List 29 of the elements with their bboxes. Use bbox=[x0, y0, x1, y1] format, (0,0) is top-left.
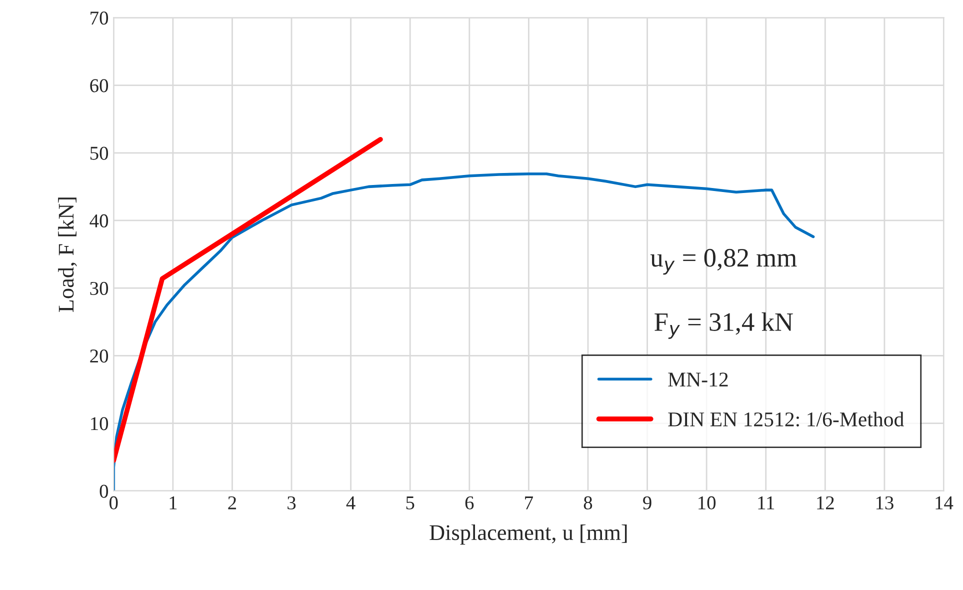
x-tick-label: 9 bbox=[643, 496, 652, 510]
x-tick-label: 12 bbox=[817, 496, 834, 510]
annotation: u$_{y}$ = 0,82 mm bbox=[650, 248, 797, 275]
x-tick-label: 3 bbox=[288, 496, 296, 510]
x-tick-label: 5 bbox=[406, 496, 414, 510]
y-tick-label: 0 bbox=[100, 484, 108, 498]
y-tick-label: 50 bbox=[90, 146, 108, 160]
y-axis-title: Load, F [kN] bbox=[58, 198, 77, 312]
x-tick-label: 13 bbox=[876, 496, 894, 510]
y-tick-label: 20 bbox=[90, 350, 108, 363]
y-tick-label: 60 bbox=[90, 79, 108, 92]
x-tick-label: 11 bbox=[758, 496, 774, 510]
legend-label: MN-12 bbox=[668, 372, 728, 386]
y-tick-label: 30 bbox=[90, 282, 108, 296]
x-tick-label: 0 bbox=[110, 496, 118, 510]
x-tick-label: 1 bbox=[170, 496, 177, 510]
x-tick-label: 6 bbox=[465, 496, 474, 510]
y-tick-label: 10 bbox=[91, 417, 108, 430]
x-tick-label: 8 bbox=[584, 496, 592, 510]
x-tick-label: 14 bbox=[936, 496, 954, 510]
x-tick-label: 7 bbox=[525, 496, 533, 510]
y-tick-label: 40 bbox=[90, 214, 108, 228]
y-tick-label: 70 bbox=[90, 12, 108, 25]
x-tick-label: 2 bbox=[228, 496, 236, 510]
annotation: F$_{y}$ = 31,4 kN bbox=[654, 312, 793, 339]
x-tick-label: 10 bbox=[698, 496, 716, 510]
x-tick-label: 4 bbox=[346, 496, 356, 510]
legend-label: DIN EN 12512: 1/6-Method bbox=[668, 412, 904, 427]
x-axis-title: Displacement, u [mm] bbox=[430, 524, 627, 545]
